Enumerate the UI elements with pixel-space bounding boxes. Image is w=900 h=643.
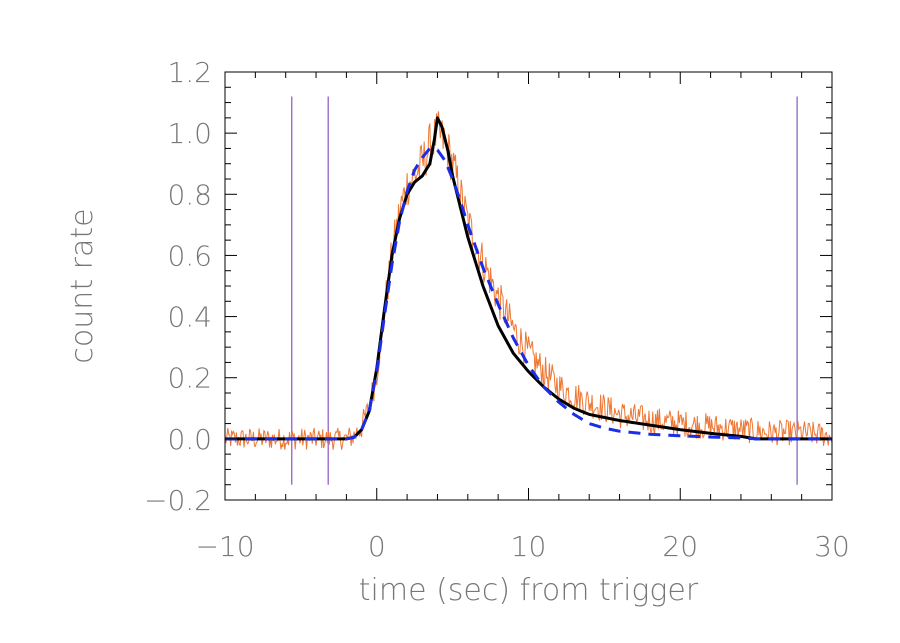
x-tick-label: −10 xyxy=(195,530,254,563)
y-tick-label: 0.2 xyxy=(167,362,212,395)
y-tick-label: −0.2 xyxy=(144,484,212,517)
x-tick-label: 0 xyxy=(368,530,386,563)
y-tick-label: 1.2 xyxy=(167,56,212,89)
x-tick-label: 10 xyxy=(511,530,547,563)
y-tick-label: 1.0 xyxy=(167,117,212,150)
data-series-line xyxy=(224,111,833,450)
y-tick-labels: −0.2 0.0 0.2 0.4 0.6 0.8 1.0 1.2 xyxy=(144,56,212,517)
tick-marks xyxy=(224,71,833,501)
x-tick-label: 20 xyxy=(662,530,698,563)
model-dashed-line xyxy=(225,146,832,441)
x-tick-label: 30 xyxy=(814,530,850,563)
x-tick-labels: −10 0 10 20 30 xyxy=(195,530,849,563)
model-solid-line xyxy=(225,116,832,441)
x-axis-title: time (sec) from trigger xyxy=(359,573,699,608)
y-tick-label: 0.6 xyxy=(167,239,212,272)
series-layer xyxy=(224,111,833,450)
y-tick-label: 0.4 xyxy=(167,301,212,334)
y-tick-label: 0.8 xyxy=(167,178,212,211)
interval-markers xyxy=(291,96,798,485)
y-axis-title: count rate xyxy=(65,208,100,363)
y-tick-label: 0.0 xyxy=(167,423,212,456)
